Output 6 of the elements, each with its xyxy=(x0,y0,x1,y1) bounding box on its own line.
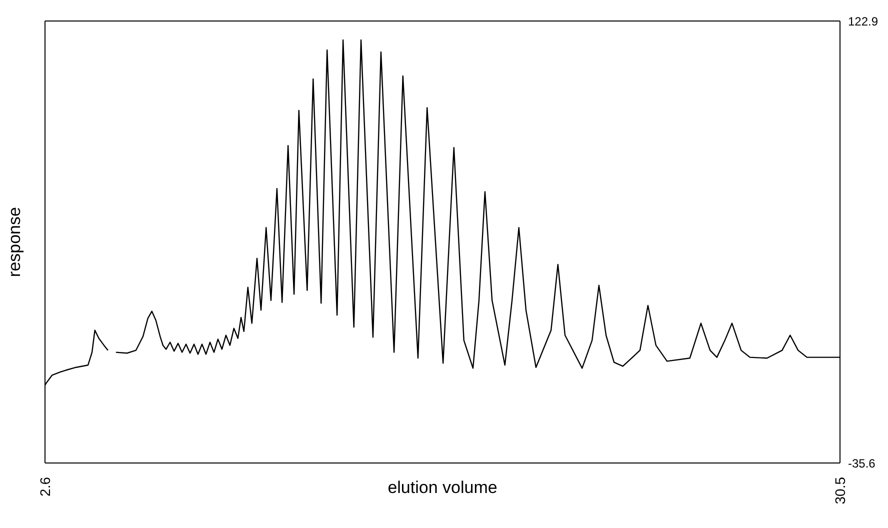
x-axis-title: elution volume xyxy=(388,478,498,498)
y-tick-label: 122.9 xyxy=(848,14,878,28)
x-tick-label: 2.6 xyxy=(37,476,53,496)
y-axis-title: response xyxy=(5,207,24,277)
y-tick-label: -35.6 xyxy=(848,456,876,470)
x-tick-label: 30.5 xyxy=(832,476,848,504)
